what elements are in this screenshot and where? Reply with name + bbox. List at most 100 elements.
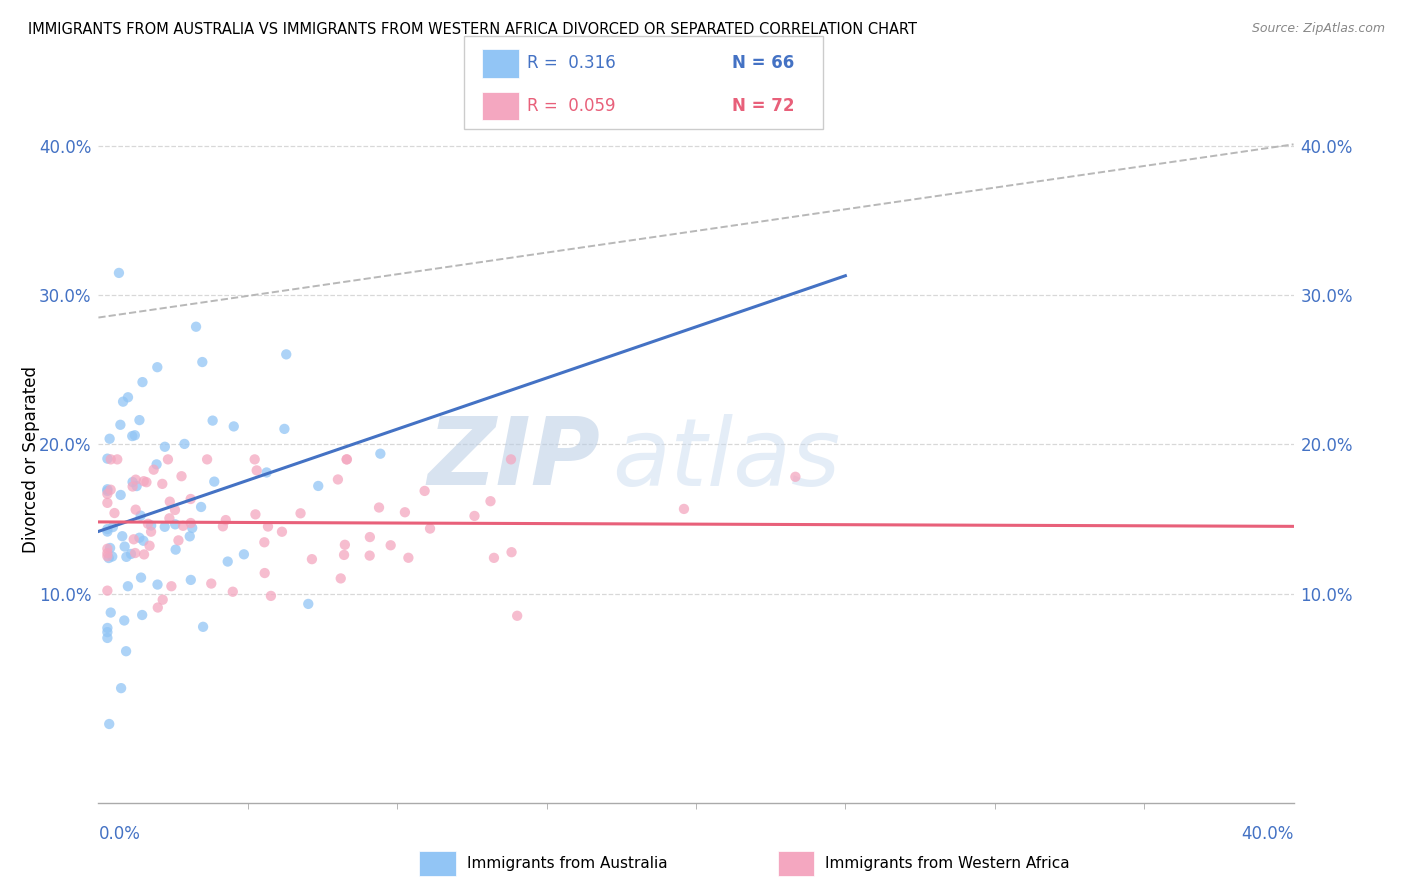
Text: 40.0%: 40.0% bbox=[1241, 825, 1294, 843]
Point bbox=[142, 463, 165, 477]
Point bbox=[479, 494, 502, 508]
Text: 0.0%: 0.0% bbox=[98, 825, 141, 843]
Point bbox=[121, 475, 143, 489]
Point bbox=[96, 522, 118, 536]
Point bbox=[96, 625, 118, 640]
Point bbox=[672, 502, 695, 516]
Point bbox=[135, 475, 157, 490]
Point bbox=[96, 483, 118, 498]
Point bbox=[138, 539, 160, 553]
Point bbox=[159, 494, 181, 508]
Point bbox=[368, 500, 391, 515]
Point bbox=[105, 452, 128, 467]
Point bbox=[506, 608, 529, 623]
Point bbox=[141, 518, 163, 533]
Point bbox=[260, 589, 283, 603]
Point bbox=[101, 520, 124, 534]
Point bbox=[117, 390, 139, 404]
Point bbox=[96, 583, 118, 598]
Point bbox=[217, 555, 239, 569]
Point bbox=[380, 538, 402, 552]
Point bbox=[96, 546, 118, 560]
Point bbox=[100, 452, 122, 467]
Point bbox=[110, 417, 132, 432]
Text: R =  0.316: R = 0.316 bbox=[527, 54, 616, 72]
Point bbox=[297, 597, 319, 611]
Point bbox=[201, 414, 224, 428]
Point bbox=[307, 479, 329, 493]
Point bbox=[129, 571, 152, 585]
Point bbox=[301, 552, 323, 566]
Point bbox=[482, 550, 505, 565]
Text: IMMIGRANTS FROM AUSTRALIA VS IMMIGRANTS FROM WESTERN AFRICA DIVORCED OR SEPARATE: IMMIGRANTS FROM AUSTRALIA VS IMMIGRANTS … bbox=[28, 22, 917, 37]
Point bbox=[180, 516, 202, 530]
Point bbox=[173, 437, 195, 451]
Point bbox=[125, 473, 148, 487]
Point bbox=[125, 479, 148, 493]
Point bbox=[98, 432, 121, 446]
Text: R =  0.059: R = 0.059 bbox=[527, 97, 616, 115]
Point bbox=[131, 607, 153, 622]
Point bbox=[132, 474, 155, 488]
Point bbox=[146, 360, 169, 375]
Point bbox=[336, 452, 359, 467]
Point bbox=[131, 375, 153, 389]
Point bbox=[276, 347, 298, 361]
Point bbox=[96, 451, 118, 466]
Point bbox=[150, 476, 173, 491]
Point bbox=[96, 483, 118, 497]
Point bbox=[146, 577, 169, 591]
Point bbox=[136, 516, 159, 531]
Point bbox=[96, 487, 118, 501]
Point bbox=[153, 440, 176, 454]
Point bbox=[128, 531, 150, 545]
Text: N = 72: N = 72 bbox=[733, 97, 794, 115]
Point bbox=[413, 483, 436, 498]
Point bbox=[326, 473, 349, 487]
Point bbox=[165, 542, 187, 557]
Point bbox=[153, 520, 176, 534]
Point bbox=[271, 524, 294, 539]
Point bbox=[333, 548, 356, 562]
Point bbox=[100, 606, 122, 620]
Point bbox=[167, 533, 190, 548]
Point bbox=[370, 447, 392, 461]
Point bbox=[212, 519, 235, 533]
Point bbox=[359, 530, 381, 544]
Point bbox=[222, 584, 245, 599]
Point bbox=[253, 566, 276, 580]
Point bbox=[101, 549, 124, 564]
Point bbox=[146, 600, 169, 615]
Point bbox=[156, 452, 179, 467]
Point bbox=[111, 529, 134, 543]
Point bbox=[180, 573, 202, 587]
Point bbox=[243, 452, 266, 467]
Text: N = 66: N = 66 bbox=[733, 54, 794, 72]
Text: Immigrants from Western Africa: Immigrants from Western Africa bbox=[825, 856, 1070, 871]
Point bbox=[419, 522, 441, 536]
Point bbox=[273, 422, 295, 436]
Text: ZIP: ZIP bbox=[427, 413, 600, 506]
Point bbox=[96, 524, 118, 539]
Point bbox=[333, 538, 356, 552]
Point bbox=[132, 548, 155, 562]
Point bbox=[100, 483, 122, 497]
Point bbox=[96, 549, 118, 564]
Point bbox=[245, 508, 267, 522]
Point bbox=[98, 717, 121, 731]
Point bbox=[396, 550, 419, 565]
Point bbox=[257, 519, 280, 533]
Point bbox=[117, 579, 139, 593]
Point bbox=[202, 475, 225, 489]
Point bbox=[110, 488, 132, 502]
Point bbox=[163, 503, 186, 517]
Point bbox=[172, 518, 194, 533]
Text: atlas: atlas bbox=[613, 414, 841, 505]
Point bbox=[290, 506, 312, 520]
Point bbox=[359, 549, 381, 563]
Y-axis label: Divorced or Separated: Divorced or Separated bbox=[21, 366, 39, 553]
Point bbox=[165, 517, 187, 532]
Point bbox=[96, 631, 118, 645]
Point bbox=[246, 463, 269, 477]
Point bbox=[160, 579, 183, 593]
